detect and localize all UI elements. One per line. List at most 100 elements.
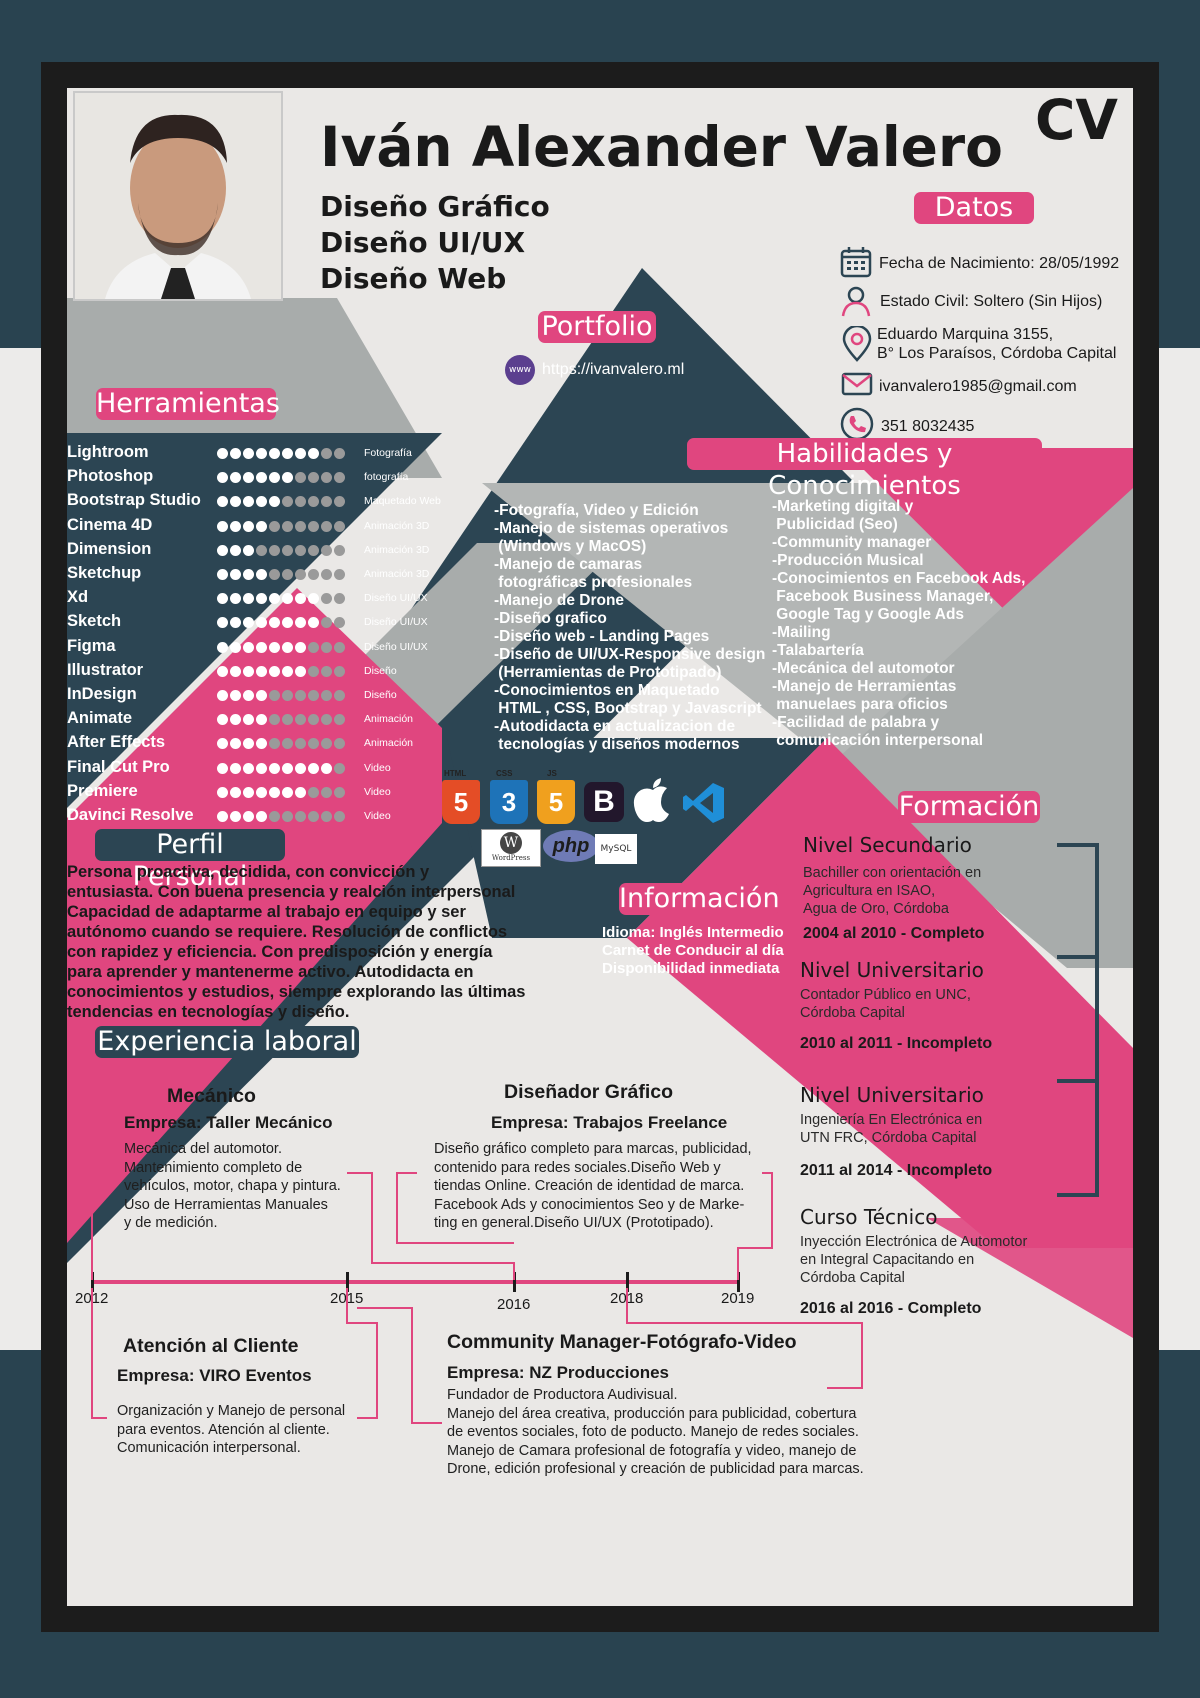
tool-level-dots — [217, 544, 345, 556]
portfolio-heading: Portfolio — [538, 311, 656, 343]
level-dot — [217, 714, 228, 726]
html5-logo-label: HTML — [444, 769, 467, 778]
level-dot — [308, 448, 319, 459]
perfil-line: tendencias en tecnologías y diseño. — [67, 1003, 350, 1021]
job-title: Diseñador Gráfico — [504, 1081, 674, 1103]
www-globe-icon: www — [505, 355, 535, 385]
info-language: Idioma: Inglés Intermedio — [602, 924, 784, 941]
level-dot — [230, 641, 241, 653]
tool-name: Sketchup — [67, 564, 142, 582]
level-dot — [334, 472, 345, 484]
skill-line: HTML , CSS, Bootstrap y Javascript — [494, 700, 762, 717]
tool-row: Xd Diseño UI/UX — [67, 588, 477, 610]
tool-name: Bootstrap Studio — [67, 491, 201, 510]
level-dot — [295, 496, 306, 508]
level-dot — [308, 544, 319, 556]
level-dot — [243, 665, 254, 677]
skill-line: -Mailing — [772, 624, 831, 641]
level-dot — [321, 617, 332, 629]
tool-level-dots — [217, 665, 345, 677]
skill-line: -Facilidad de palabra y — [772, 714, 940, 731]
phone-number[interactable]: 351 8032435 — [881, 418, 975, 435]
mysql-logo: MySQL — [595, 834, 637, 864]
level-dot — [308, 617, 319, 629]
perfil-line: para aprender y mantenerme activo. Autod… — [67, 963, 474, 981]
level-dot — [308, 665, 319, 677]
tool-category: Diseño UI/UX — [364, 592, 428, 605]
php-logo: php — [543, 830, 599, 862]
experiencia-heading: Experiencia laboral — [95, 1026, 359, 1058]
level-dot — [243, 811, 254, 822]
tool-category: Video — [364, 810, 391, 822]
tool-level-dots — [217, 569, 345, 580]
job-title: Community Manager-Fotógrafo-Video — [447, 1331, 797, 1353]
level-dot — [256, 448, 267, 459]
level-dot — [295, 569, 306, 580]
formacion-heading: Formación — [898, 791, 1040, 823]
level-dot — [256, 714, 267, 726]
address-line-2: B° Los Paraísos, Córdoba Capital — [877, 345, 1117, 362]
skill-line: -Manejo de sistemas operativos — [494, 520, 729, 537]
level-dot — [308, 786, 319, 798]
profile-photo — [73, 91, 283, 301]
perfil-heading: Perfil Personal — [95, 829, 285, 892]
level-dot — [230, 520, 241, 532]
tool-category: Animación 3D — [364, 568, 430, 580]
level-dot — [308, 690, 319, 701]
cv-page: Iván Alexander Valero CV Diseño Gráfico … — [67, 88, 1133, 1606]
job-company: Empresa: Taller Mecánico — [124, 1113, 333, 1132]
location-pin-icon — [841, 326, 873, 362]
tool-level-dots — [217, 472, 345, 484]
level-dot — [256, 472, 267, 484]
level-dot — [295, 641, 306, 653]
timeline-year: 2018 — [610, 1290, 644, 1307]
job-title: Atención al Cliente — [123, 1335, 299, 1357]
tool-name: Davinci Resolve — [67, 806, 194, 824]
center-gray-panel — [482, 483, 1032, 768]
level-dot — [295, 738, 306, 750]
level-dot — [295, 786, 306, 798]
bootstrap-logo-glyph: B — [593, 785, 615, 818]
skill-line: tecnologías y diseños modernos — [494, 736, 740, 753]
level-dot — [230, 714, 241, 726]
level-dot — [269, 690, 280, 701]
level-dot — [308, 714, 319, 726]
level-dot — [334, 448, 345, 459]
tool-row: After Effects Animación — [67, 733, 477, 755]
phone-icon — [839, 406, 875, 442]
skill-line: Google Tag y Google Ads — [772, 606, 965, 623]
level-dot — [217, 448, 228, 459]
left-navy-block — [67, 433, 442, 808]
formacion-desc: Bachiller con orientación en Agricultura… — [803, 865, 982, 917]
level-dot — [308, 641, 319, 653]
level-dot — [243, 617, 254, 629]
job-description: Organización y Manejo de personal para e… — [117, 1403, 346, 1456]
formacion-period: 2011 al 2014 - Incompleto — [800, 1162, 993, 1179]
calendar-icon — [839, 245, 873, 279]
job-company: Empresa: VIRO Eventos — [117, 1366, 312, 1385]
tool-category: fotografía — [364, 471, 409, 484]
skill-line: -Manejo de Drone — [494, 592, 625, 609]
tool-row: Figma Diseño UI/UX — [67, 637, 477, 659]
civil-status: Estado Civil: Soltero (Sin Hijos) — [880, 293, 1103, 310]
tool-row: Davinci Resolve Video — [67, 806, 477, 828]
level-dot — [334, 593, 345, 605]
tool-name: Figma — [67, 636, 116, 655]
level-dot — [321, 786, 332, 798]
level-dot — [295, 617, 306, 629]
level-dot — [217, 520, 228, 532]
level-dot — [295, 811, 306, 822]
tool-category: Animación 3D — [364, 543, 430, 556]
tool-category: Diseño UI/UX — [364, 640, 428, 653]
person-icon — [839, 284, 873, 318]
level-dot — [217, 738, 228, 750]
javascript-logo-label: JS — [547, 769, 557, 778]
tool-row: Sketchup Animación 3D — [67, 564, 477, 586]
portfolio-url[interactable]: https://ivanvalero.ml — [542, 361, 685, 378]
level-dot — [243, 714, 254, 726]
level-dot — [334, 569, 345, 580]
tool-category: Animación 3D — [364, 519, 430, 532]
perfil-text: Persona proactiva, decidida, con convicc… — [67, 862, 525, 1022]
email[interactable]: ivanvalero1985@gmail.com — [879, 378, 1077, 395]
level-dot — [269, 811, 280, 822]
